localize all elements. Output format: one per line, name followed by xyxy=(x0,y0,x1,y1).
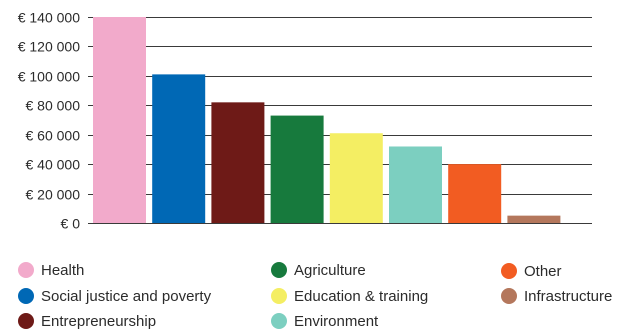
legend-label-education-and-training: Education & training xyxy=(294,287,429,305)
legend-swatch-infrastructure xyxy=(501,288,517,304)
legend-item-entrepreneurship: Entrepreneurship xyxy=(18,309,156,333)
legend-swatch-entrepreneurship xyxy=(18,313,34,329)
legend-label-environment: Environment xyxy=(294,312,379,330)
legend-label-agriculture: Agriculture xyxy=(294,261,366,279)
y-tick-label: € 0 xyxy=(61,216,81,232)
legend-label-health: Health xyxy=(41,261,85,279)
legend-item-agriculture: Agriculture xyxy=(271,258,366,282)
legend-item-education-and-training: Education & training xyxy=(271,284,428,308)
y-tick-label: € 120 000 xyxy=(18,39,80,55)
legend-swatch-education-and-training xyxy=(271,288,287,304)
legend-label-other: Other xyxy=(524,262,562,280)
bar-entrepreneurship xyxy=(211,102,265,223)
legend-label-entrepreneurship: Entrepreneurship xyxy=(41,312,157,330)
legend-label-social-justice-and-poverty: Social justice and poverty xyxy=(41,287,212,305)
legend-swatch-health xyxy=(18,262,34,278)
legend-item-health: Health xyxy=(18,258,84,282)
bar-education-training xyxy=(329,133,383,223)
legend-swatch-social-justice-and-poverty xyxy=(18,288,34,304)
y-tick-label: € 140 000 xyxy=(18,10,80,26)
legend-item-other: Other xyxy=(501,259,562,283)
legend-item-infrastructure: Infrastructure xyxy=(501,284,612,308)
y-tick-label: € 60 000 xyxy=(26,128,81,144)
bars xyxy=(93,17,561,223)
legend-swatch-agriculture xyxy=(271,262,287,278)
y-tick-label: € 40 000 xyxy=(26,157,81,173)
y-tick-label: € 100 000 xyxy=(18,69,80,85)
y-tick-label: € 80 000 xyxy=(26,98,81,114)
y-tick-label: € 20 000 xyxy=(26,187,81,203)
bar-chart: € 0 € 20 000 € 40 000 € 60 000 € 80 000 € 100… xyxy=(18,10,592,232)
bar-infrastructure xyxy=(507,215,561,223)
y-axis-tick-labels: € 0 € 20 000 € 40 000 € 60 000 € 80 000 € 100… xyxy=(18,10,81,232)
bar-health xyxy=(93,17,146,223)
legend-item-social-justice-and-poverty: Social justice and poverty xyxy=(18,284,211,308)
bar-environment xyxy=(389,146,442,223)
bar-social-justice-and-poverty xyxy=(152,74,206,223)
legend-swatch-other xyxy=(501,263,517,279)
bar-agriculture xyxy=(270,115,324,223)
legend-swatch-environment xyxy=(271,313,287,329)
legend-label-infrastructure: Infrastructure xyxy=(524,287,613,305)
legend-item-environment: Environment xyxy=(271,309,378,333)
bar-other xyxy=(448,164,502,223)
